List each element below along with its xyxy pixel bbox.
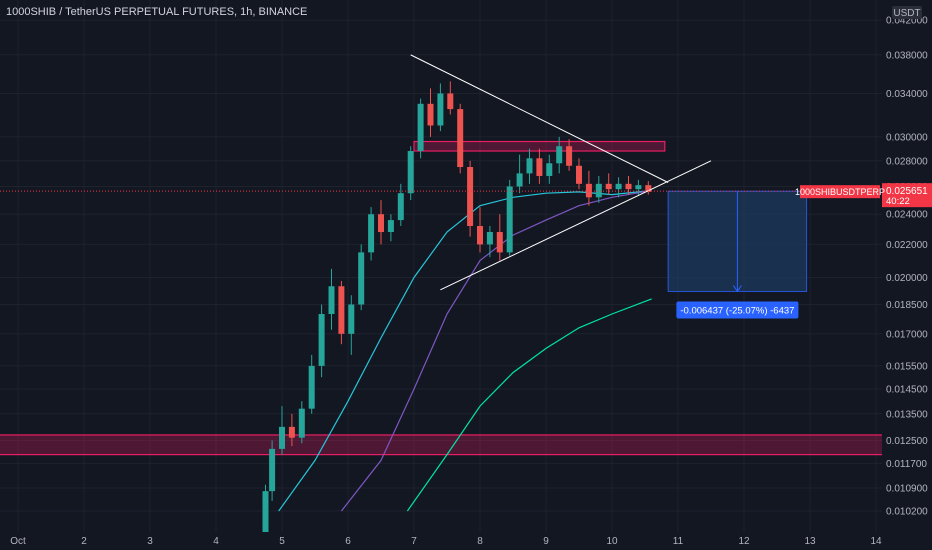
time-tick-label: 10 [606,536,618,547]
candle-body [496,232,503,253]
price-tick-label: 0.030000 [886,132,928,143]
candle-body [486,232,493,245]
price-tick-label: 0.022000 [886,240,928,251]
candle-body [467,167,474,226]
candle-body [645,185,652,192]
time-tick-label: 8 [477,536,483,547]
candle-body [625,183,632,190]
candle-body [288,426,295,438]
candle-body [595,183,602,198]
measure-label: -0.006437 (-25.07%) -6437 [680,305,794,316]
candle-body [635,185,642,190]
price-tick-label: 0.011700 [886,459,927,470]
candle-body [536,158,543,176]
price-tick-label: 0.038000 [886,50,928,61]
candle-body [368,214,375,253]
candle-body [308,365,315,409]
candle-body [526,158,533,174]
symbol-tag [800,185,880,199]
moving-averages [278,189,652,512]
time-tick-label: 7 [411,536,417,547]
price-tick-label: 0.010200 [886,506,928,517]
candle-body [417,103,424,152]
candle-body [262,491,269,550]
price-tick-label: 0.013500 [886,409,928,420]
candle-body [437,93,444,126]
candle-body [585,183,592,198]
candle-body [546,163,553,176]
bar-countdown: 40:22 [886,196,910,207]
time-tick-label: 12 [738,536,750,547]
support-zone[interactable] [0,434,930,456]
candle-body [427,103,434,126]
last-price-value: 0.025651 [886,186,928,197]
price-tick-label: 0.034000 [886,89,928,100]
trendlines[interactable] [410,54,712,291]
chart-title: 1000SHIB / TetherUS PERPETUAL FUTURES, 1… [6,6,308,18]
price-tick-label: 0.042000 [886,16,928,27]
time-tick-label: 6 [345,536,351,547]
time-tick-label: 4 [213,536,219,547]
slow-ma-line [406,298,652,512]
candle-body [328,286,335,315]
symbol-tag-label: 1000SHIBUSDTPERP [795,187,885,197]
arrow-head-icon [732,285,742,293]
price-tick-label: 0.014500 [886,384,928,395]
descending-trendline[interactable] [410,54,669,183]
price-range-tool[interactable]: -0.006437 (-25.07%) -6437 [667,190,808,319]
candle-body [447,93,454,110]
price-tick-label: 0.024000 [886,210,928,221]
candle-body [556,146,563,164]
candle-body [566,146,573,166]
time-tick-label: 9 [543,536,549,547]
price-axis[interactable]: 0.042000 0.038000 0.034000 0.030000 0.028000… [795,0,932,550]
price-tick-label: 0.017000 [886,329,928,340]
time-tick-label: 2 [81,536,87,547]
candle-body [387,220,394,233]
candle-body [506,186,513,253]
candle-body [576,165,582,184]
time-axis[interactable]: Oct 2 3 4 5 6 7 8 9 10 11 12 13 14 [0,532,882,550]
candle-body [407,151,414,194]
time-tick-label: 14 [870,536,882,547]
candle-body [477,225,483,245]
time-tick-label: 3 [147,536,153,547]
price-axis-bg [882,0,932,550]
candle-body [378,214,384,233]
price-tick-label: 0.018500 [886,300,928,311]
candle-body [338,286,345,334]
candles [262,81,652,550]
candle-body [605,183,612,190]
unit-label: USDT [893,8,920,19]
price-tick-label: 0.012500 [886,436,928,447]
candle-body [348,304,355,334]
axis-corner [882,532,932,550]
candle-body [279,426,285,449]
measure-label-bg [676,301,799,319]
time-axis-bg [0,532,882,550]
candle-body [318,314,325,366]
time-tick-label: 13 [804,536,816,547]
time-tick-label: Oct [10,536,26,547]
ascending-trendline[interactable] [440,160,712,291]
time-tick-label: 5 [279,536,285,547]
fast-ma-line [278,189,652,512]
candle-body [457,109,464,168]
price-tick-label: 0.010900 [886,483,928,494]
price-tick-label: 0.028000 [886,156,928,167]
candle-body [298,408,305,438]
last-price-tag [882,183,932,208]
price-tick-label: 0.020000 [886,273,928,284]
zones [0,140,930,456]
candle-body [358,252,365,305]
price-tick-label: 0.015500 [886,361,928,372]
mid-ma-line [340,189,652,512]
candle-body [269,448,276,492]
time-tick-label: 11 [673,536,684,547]
candle-body [516,173,523,187]
unit-badge[interactable] [892,6,922,19]
candle-body [397,193,404,221]
candle-body [615,183,622,190]
